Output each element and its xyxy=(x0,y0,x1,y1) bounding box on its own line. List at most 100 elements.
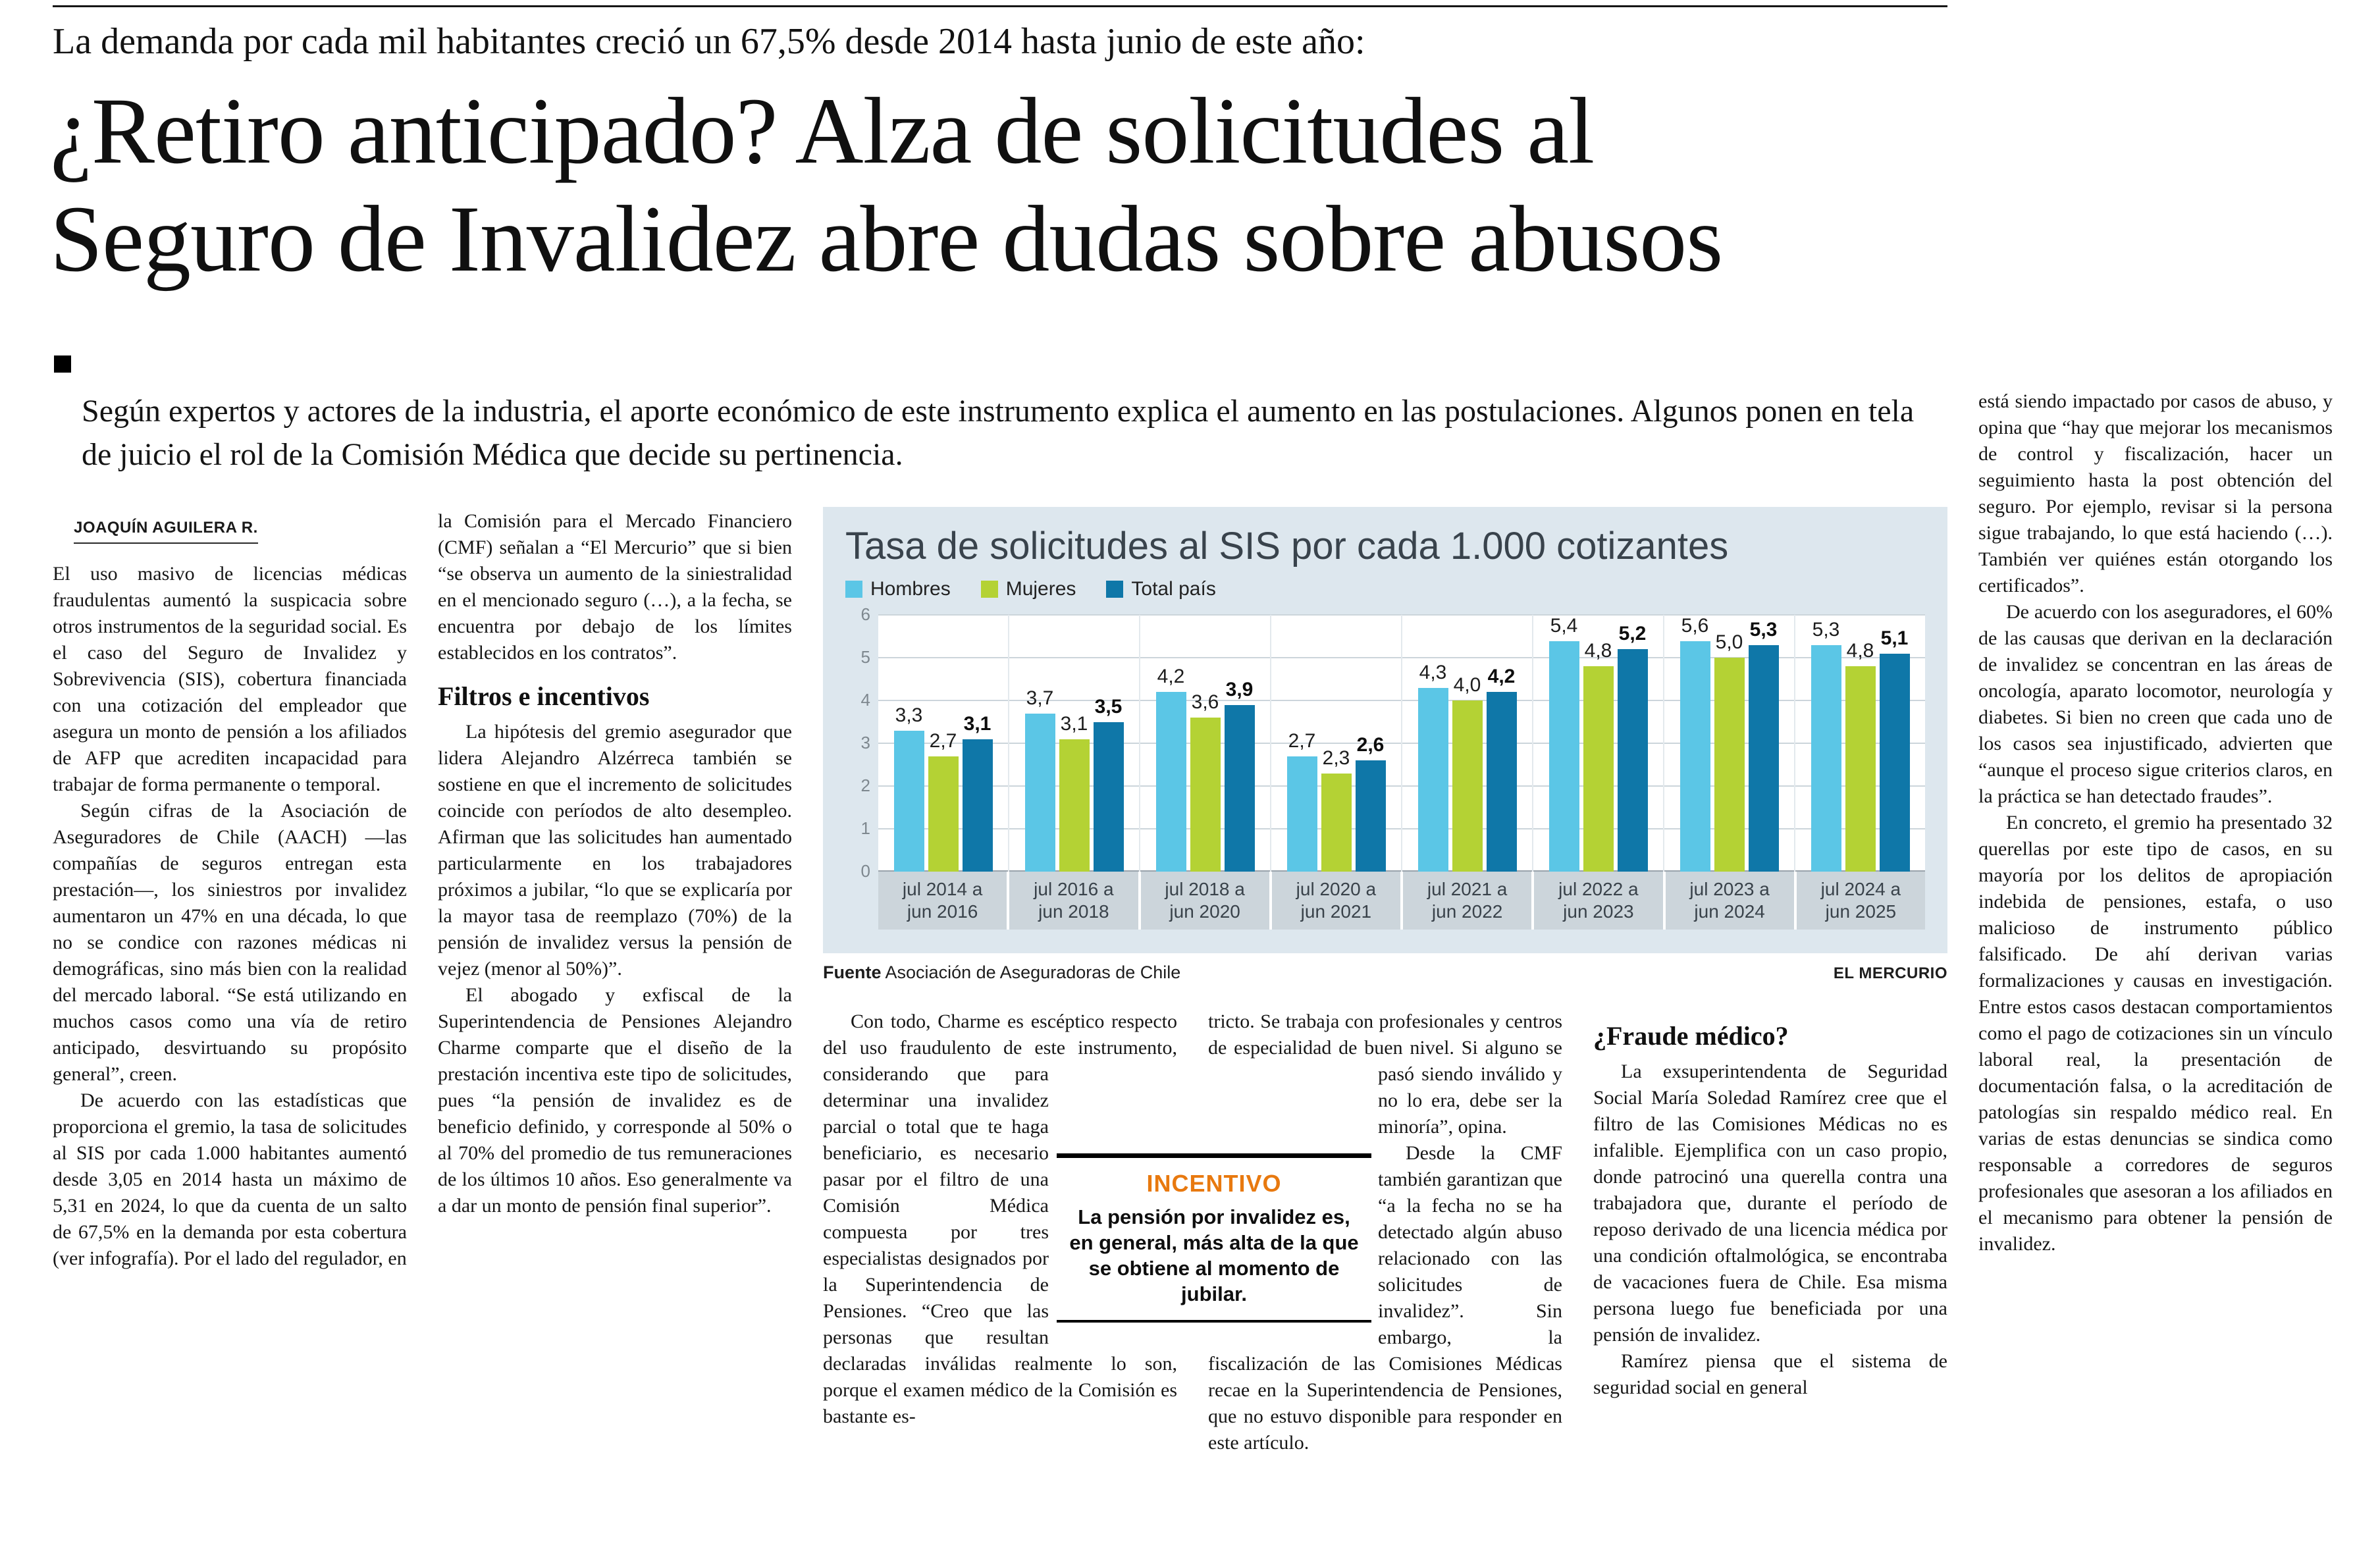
bar-value-label: 3,9 xyxy=(1225,678,1254,700)
chart-credit: EL MERCURIO xyxy=(1833,964,1947,982)
article-column-3: Con todo, Charme es escéptico respecto d… xyxy=(823,1009,1177,1543)
bar-group: 3,7 3,1 3,5 xyxy=(1009,615,1140,872)
legend-item: Hombres xyxy=(845,578,951,600)
top-divider-rule xyxy=(53,5,1947,7)
incentive-highlight-box: INCENTIVO La pensión por invalidez es, e… xyxy=(1057,1153,1371,1323)
bar-wrap: 2,6 xyxy=(1355,615,1386,872)
text-segment: Con todo, Charme es escéptico respecto d… xyxy=(823,1011,1177,1059)
text-segment: siendo inválido y no lo era, debe ser la… xyxy=(1378,1063,1562,1138)
legend-label: Total país xyxy=(1131,578,1216,600)
x-axis-label: jul 2024 a jun 2025 xyxy=(1793,872,1925,930)
y-tick-label: 3 xyxy=(860,733,870,752)
text-segment: tricto. Se trabaja con profesionales y c… xyxy=(1208,1011,1562,1085)
y-tick-label: 4 xyxy=(860,690,870,710)
y-tick-label: 2 xyxy=(860,776,870,795)
x-axis-label: jul 2016 a jun 2018 xyxy=(1007,872,1138,930)
bar xyxy=(1845,666,1876,872)
bar-group: 5,3 4,8 5,1 xyxy=(1795,615,1925,872)
bar-group: 5,6 5,0 5,3 xyxy=(1664,615,1795,872)
bar-value-label: 3,1 xyxy=(963,712,992,735)
bar-wrap: 2,7 xyxy=(928,615,959,872)
paragraph: La exsuperintendenta de Seguridad Social… xyxy=(1593,1061,1947,1346)
x-axis-label: jul 2020 a jun 2021 xyxy=(1269,872,1400,930)
bar xyxy=(1417,687,1448,872)
paragraph: tricto. Se trabaja con profesionales y c… xyxy=(1208,1009,1562,1140)
article-column-5: ¿Fraude médico? La exsuperintendenta de … xyxy=(1593,1009,1947,1543)
chart-source-text: Asociación de Aseguradoras de Chile xyxy=(885,962,1181,982)
paragraph: Con todo, Charme es escéptico respecto d… xyxy=(823,1009,1177,1430)
x-axis-label: jul 2022 a jun 2023 xyxy=(1531,872,1662,930)
bar xyxy=(1224,704,1255,872)
headline-line-1: ¿Retiro anticipado? Alza de solicitudes … xyxy=(50,79,1595,184)
bar xyxy=(1583,666,1614,872)
sis-rate-chart: Tasa de solicitudes al SIS por cada 1.00… xyxy=(823,507,1947,953)
bar xyxy=(1093,722,1124,872)
incentive-box-text: La pensión por invalidez es, en general,… xyxy=(1069,1205,1359,1305)
paragraph: En concreto, el gremio ha presentado 32 … xyxy=(1978,812,2333,1255)
bar-group: 3,3 2,7 3,1 xyxy=(878,615,1009,872)
subhead-fraude-medico: ¿Fraude médico? xyxy=(1593,1021,1789,1051)
bar-wrap: 4,8 xyxy=(1845,615,1876,872)
bar-wrap: 3,5 xyxy=(1093,615,1124,872)
bar xyxy=(1452,700,1483,872)
y-tick-label: 1 xyxy=(860,818,870,838)
paragraph: La hipótesis del gremio asegurador que l… xyxy=(438,721,792,980)
bar-wrap: 3,1 xyxy=(1059,615,1090,872)
bar-value-label: 2,7 xyxy=(1288,729,1316,752)
bar-wrap: 5,1 xyxy=(1879,615,1910,872)
bar-wrap: 3,7 xyxy=(1024,615,1055,872)
bar-value-label: 4,8 xyxy=(1584,640,1612,662)
x-axis-label: jul 2021 a jun 2022 xyxy=(1400,872,1531,930)
bar-wrap: 5,3 xyxy=(1748,615,1779,872)
bar-wrap: 5,3 xyxy=(1811,615,1841,872)
bar-value-label: 4,3 xyxy=(1419,661,1447,683)
bar-value-label: 3,5 xyxy=(1094,695,1123,718)
bar-wrap: 2,7 xyxy=(1286,615,1317,872)
subhead-filtros-e-incentivos: Filtros e incentivos xyxy=(438,681,650,711)
bar-value-label: 5,2 xyxy=(1618,623,1647,644)
bar xyxy=(1811,644,1841,872)
bar-value-label: 2,3 xyxy=(1322,747,1350,769)
y-tick-label: 6 xyxy=(860,604,870,624)
bar xyxy=(1714,658,1745,872)
bar-wrap: 4,3 xyxy=(1417,615,1448,872)
text-segment: por tres especialistas designados por la… xyxy=(823,1221,1177,1427)
x-axis-label: jul 2014 a jun 2016 xyxy=(902,879,983,922)
article-column-1: El uso masivo de licencias médicas fraud… xyxy=(53,561,407,1543)
deck-bullet-square xyxy=(54,355,71,373)
bar-wrap: 4,8 xyxy=(1583,615,1614,872)
bar-value-label: 3,1 xyxy=(1060,712,1088,735)
bar-wrap: 5,0 xyxy=(1714,615,1745,872)
bar xyxy=(1617,649,1648,872)
paragraph: De acuerdo con los aseguradores, el 60% … xyxy=(1978,601,2333,807)
bar-group: 2,7 2,3 2,6 xyxy=(1271,615,1402,872)
bar xyxy=(962,739,993,872)
x-axis-label: jul 2018 a jun 2020 xyxy=(1138,872,1269,930)
bar-wrap: 4,2 xyxy=(1155,615,1186,872)
article-column-4: tricto. Se trabaja con profesionales y c… xyxy=(1208,1009,1562,1543)
bar xyxy=(1486,692,1517,872)
bar-wrap: 5,4 xyxy=(1548,615,1579,872)
legend-item: Total país xyxy=(1106,578,1216,600)
bar-wrap: 3,9 xyxy=(1224,615,1255,872)
bar-wrap: 4,0 xyxy=(1452,615,1483,872)
chart-legend: Hombres Mujeres Total país xyxy=(845,578,1925,600)
legend-label: Hombres xyxy=(870,578,951,600)
paragraph: De acuerdo con las estadísticas que prop… xyxy=(53,1090,407,1269)
bar-wrap: 2,3 xyxy=(1321,615,1352,872)
deck: Según expertos y actores de la industria… xyxy=(82,394,1915,472)
chart-x-axis: jul 2014 a jun 2016 jul 2016 a jun 2018 jul … xyxy=(878,872,1925,930)
bar-wrap: 5,6 xyxy=(1679,615,1710,872)
legend-swatch xyxy=(1106,581,1124,598)
bar-group: 4,2 3,6 3,9 xyxy=(1140,615,1271,872)
text-segment: considerando que para determinar una inv… xyxy=(823,1063,1049,1243)
y-tick-label: 0 xyxy=(860,861,870,881)
bar xyxy=(1748,644,1779,872)
bar-group: 5,4 4,8 5,2 xyxy=(1533,615,1664,872)
article-column-6: está siendo impactado por casos de abuso… xyxy=(1978,388,2333,1543)
chart-title: Tasa de solicitudes al SIS por cada 1.00… xyxy=(845,525,1729,567)
bar-value-label: 4,2 xyxy=(1487,666,1516,687)
paragraph: El uso masivo de licencias médicas fraud… xyxy=(53,563,407,795)
